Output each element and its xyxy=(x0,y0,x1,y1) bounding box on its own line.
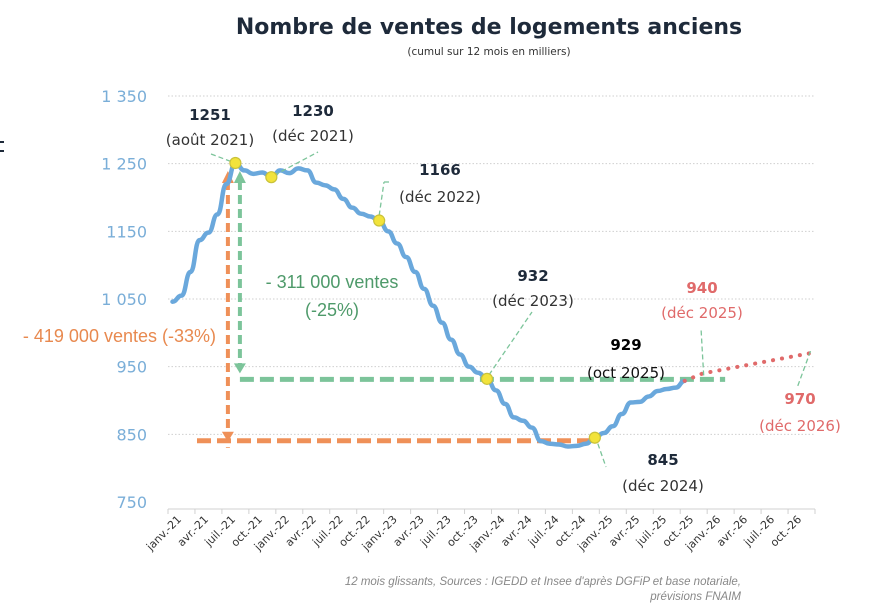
label-peak-value: 1251 xyxy=(189,106,231,124)
source-note-line2: prévisions FNAIM xyxy=(649,591,741,603)
drop-green-arrowhead-down xyxy=(233,363,246,374)
edge-artifact xyxy=(0,150,4,152)
leader-dec2022-v xyxy=(378,181,385,216)
leader-dec2021 xyxy=(274,151,319,176)
leader-dec2026 xyxy=(796,350,812,389)
y-axis: 1 350 1 250 1150 1 050 950 850 750 xyxy=(101,87,147,512)
x-tick-label: janv.-21 xyxy=(143,513,184,554)
label-dec2025-value: 940 xyxy=(686,279,717,297)
label-dec2025-date: (déc 2025) xyxy=(661,304,743,322)
drop-orange-label: - 419 000 ventes (-33%) xyxy=(23,326,216,346)
leader-peak xyxy=(210,153,233,163)
label-dec2023-date: (déc 2023) xyxy=(492,292,574,310)
label-peak-date: (août 2021) xyxy=(166,131,254,149)
gridlines xyxy=(168,95,815,435)
label-dec2026-value: 970 xyxy=(784,390,815,408)
label-dec2022-date: (déc 2022) xyxy=(399,188,481,206)
label-oct2025-value: 929 xyxy=(610,336,641,354)
label-dec2021-value: 1230 xyxy=(292,102,334,120)
chart-title: Nombre de ventes de logements anciens xyxy=(236,15,742,40)
y-tick-label: 750 xyxy=(116,493,147,512)
label-dec2021-date: (déc 2021) xyxy=(272,127,354,145)
leader-dec2023 xyxy=(488,311,533,376)
data-marker xyxy=(373,214,386,227)
chart-subtitle: (cumul sur 12 mois en milliers) xyxy=(407,46,570,58)
drop-arrows xyxy=(197,170,726,448)
x-axis: janv.-21avr.-21juil.-21oct.-21janv.-22av… xyxy=(143,508,816,554)
y-tick-label: 950 xyxy=(116,358,147,377)
label-oct2025-date: (oct 2025) xyxy=(587,364,665,382)
y-tick-label: 1 350 xyxy=(101,87,147,106)
label-dec2023-value: 932 xyxy=(517,267,548,285)
label-dec2022-value: 1166 xyxy=(419,161,461,179)
leader-lines xyxy=(210,151,812,468)
data-marker xyxy=(265,171,278,184)
label-dec2026-date: (déc 2026) xyxy=(759,417,841,435)
drop-orange-arrowhead-down xyxy=(221,431,234,442)
label-dec2024-date: (déc 2024) xyxy=(622,477,704,495)
data-marker xyxy=(480,372,494,385)
leader-dec2024-v xyxy=(597,443,607,468)
y-tick-label: 1150 xyxy=(106,222,147,241)
data-markers xyxy=(229,156,601,444)
edge-artifact xyxy=(0,141,4,143)
y-tick-label: 1 250 xyxy=(101,155,147,174)
source-note: 12 mois glissants, Sources : IGEDD et In… xyxy=(345,576,741,588)
y-tick-label: 850 xyxy=(116,425,147,444)
data-marker xyxy=(588,431,601,444)
drop-green-sublabel: (-25%) xyxy=(305,300,359,320)
data-marker xyxy=(229,156,242,170)
y-tick-label: 1 050 xyxy=(101,290,147,309)
drop-green-arrowhead-up xyxy=(233,170,246,183)
label-dec2024-value: 845 xyxy=(647,451,678,469)
series-line-forecast xyxy=(682,351,813,383)
drop-green-label: - 311 000 ventes xyxy=(266,272,399,292)
leader-dec2025 xyxy=(700,327,705,376)
